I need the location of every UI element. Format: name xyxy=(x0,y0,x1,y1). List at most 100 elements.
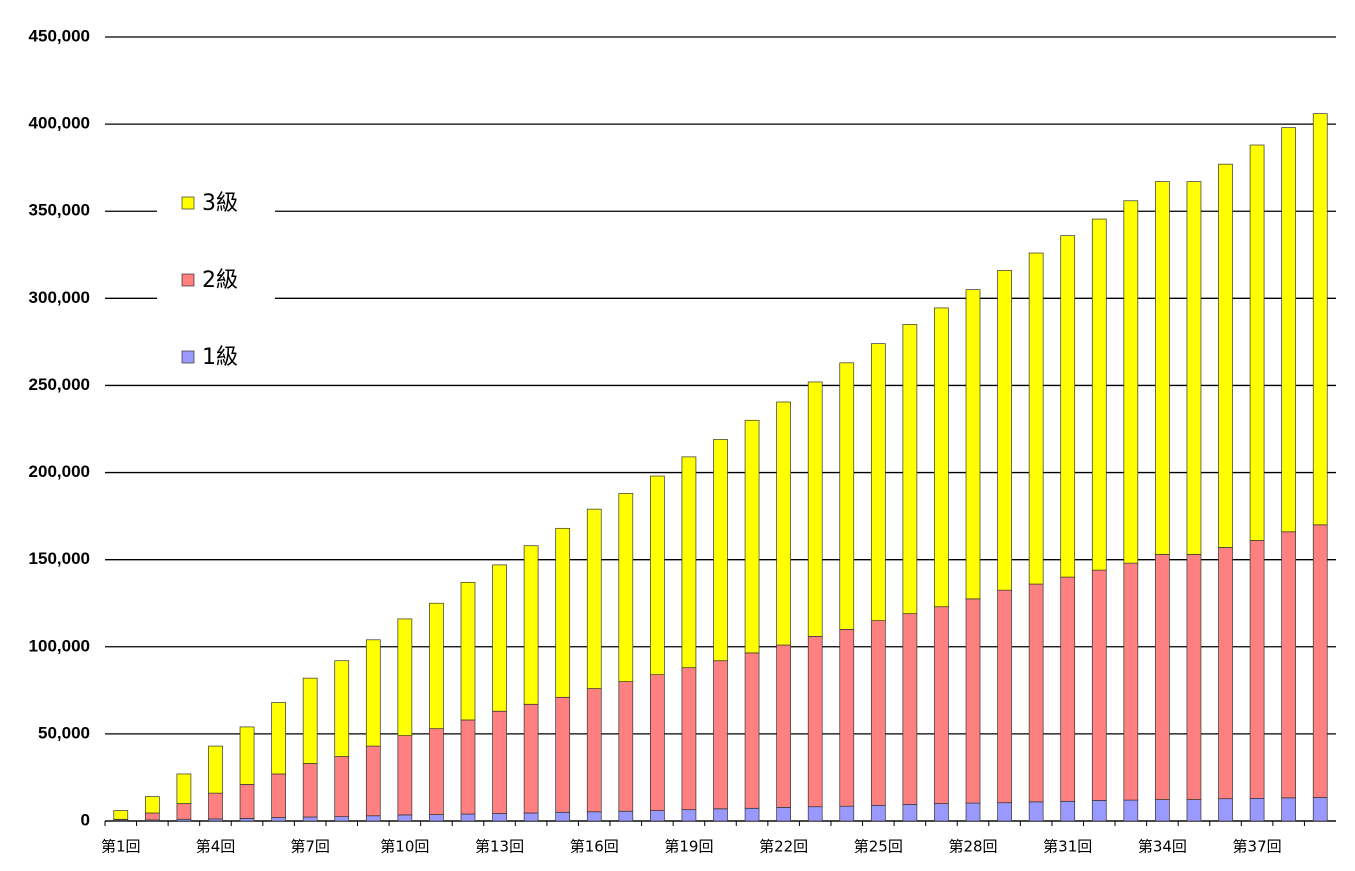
bar-segment xyxy=(1312,113,1328,526)
bar-segment xyxy=(870,620,886,806)
legend-swatch xyxy=(181,350,195,364)
bar-segment xyxy=(302,763,318,818)
bar-segment xyxy=(1091,218,1107,571)
bar-segment xyxy=(965,289,981,600)
bar-segment xyxy=(618,681,634,812)
bar-segment xyxy=(681,456,697,669)
bar-segment xyxy=(397,735,413,816)
x-tick-label: 第34回 xyxy=(1138,838,1187,856)
bar-segment xyxy=(523,812,539,822)
bar-segment xyxy=(870,343,886,621)
bar-segment xyxy=(397,618,413,736)
x-tick-label: 第1回 xyxy=(101,838,141,856)
bar-segment xyxy=(1060,235,1076,578)
bar-segment xyxy=(713,660,728,810)
bar-segment xyxy=(1186,799,1202,822)
bar-segment xyxy=(650,475,665,676)
x-tick-label: 第28回 xyxy=(948,838,997,856)
bar-segment xyxy=(176,803,192,820)
bar-segment xyxy=(965,598,981,804)
bar-segment xyxy=(1281,531,1297,799)
y-tick-label: 0 xyxy=(81,810,90,829)
bar-segment xyxy=(523,545,539,705)
bar-segment xyxy=(1060,800,1076,822)
bar-segment xyxy=(807,381,823,637)
bar-segment xyxy=(365,815,381,822)
bar-segment xyxy=(1281,797,1297,822)
legend-swatch xyxy=(181,196,195,210)
bar-segment xyxy=(523,703,539,814)
y-tick-label: 50,000 xyxy=(38,723,90,742)
bar-segment xyxy=(460,813,476,822)
bar-segment xyxy=(365,745,381,817)
bar-segment xyxy=(208,792,223,820)
bar-segment xyxy=(1155,554,1170,800)
bar-segment xyxy=(965,802,981,822)
x-tick-label: 第13回 xyxy=(475,838,524,856)
bar-segment xyxy=(397,814,413,822)
x-tick-label: 第19回 xyxy=(664,838,713,856)
bar-segment xyxy=(144,812,160,821)
bar-segment xyxy=(713,439,728,662)
bar-segment xyxy=(744,807,760,822)
bar-segment xyxy=(1123,799,1139,822)
bar-segment xyxy=(776,644,791,808)
bar-segment xyxy=(776,401,791,646)
bar-segment xyxy=(1312,797,1328,822)
bar-segment xyxy=(334,660,350,757)
bar-segment xyxy=(902,613,918,805)
bar-segment xyxy=(1155,181,1170,555)
y-tick-label: 200,000 xyxy=(29,462,90,481)
bar-segment xyxy=(870,804,886,822)
y-tick-label: 450,000 xyxy=(29,26,90,45)
bar-segment xyxy=(334,816,350,822)
bar-segment xyxy=(1218,163,1233,548)
bar-segment xyxy=(492,710,507,814)
x-tick-label: 第7回 xyxy=(290,838,330,856)
bar-segment xyxy=(239,726,255,785)
legend-box xyxy=(157,180,275,380)
bar-segment xyxy=(176,773,192,804)
bar-segment xyxy=(239,784,255,819)
bar-segment xyxy=(713,808,728,822)
bar-segment xyxy=(839,805,855,822)
bar-segment xyxy=(144,796,160,814)
bar-segment xyxy=(618,493,634,682)
bar-segment xyxy=(271,773,286,818)
bar-segment xyxy=(1123,200,1139,564)
bar-segment xyxy=(1091,800,1107,822)
x-tick-label: 第37回 xyxy=(1233,838,1282,856)
bar-segment xyxy=(271,817,286,822)
bar-segment xyxy=(681,667,697,811)
legend-label: 3級 xyxy=(202,191,238,216)
bar-segment xyxy=(271,702,286,775)
bar-segment xyxy=(776,807,791,822)
bar-segment xyxy=(1155,799,1170,822)
bar-segment xyxy=(807,635,823,808)
bar-segment xyxy=(460,581,476,721)
bar-segment xyxy=(586,508,602,689)
bar-segment xyxy=(1249,144,1265,541)
bar-segment xyxy=(744,652,760,809)
bar-segment xyxy=(492,564,507,712)
bar-segment xyxy=(839,629,855,807)
bar-segment xyxy=(1281,127,1297,533)
bar-segment xyxy=(1249,798,1265,822)
legend-swatch xyxy=(181,273,195,287)
bar-segment xyxy=(586,811,602,822)
x-tick-label: 第22回 xyxy=(759,838,808,856)
bar-segment xyxy=(1123,562,1139,801)
bar-segment xyxy=(555,527,571,698)
bar-segment xyxy=(902,324,918,615)
bar-segment xyxy=(997,270,1012,591)
bar-segment xyxy=(681,809,697,822)
bar-segment xyxy=(334,756,350,817)
bar-segment xyxy=(555,811,571,822)
bar-segment xyxy=(429,728,444,815)
bar-segment xyxy=(1218,798,1233,822)
bar-segment xyxy=(807,806,823,822)
y-tick-label: 250,000 xyxy=(29,375,90,394)
bar-segment xyxy=(1249,540,1265,799)
bar-segment xyxy=(934,803,949,822)
